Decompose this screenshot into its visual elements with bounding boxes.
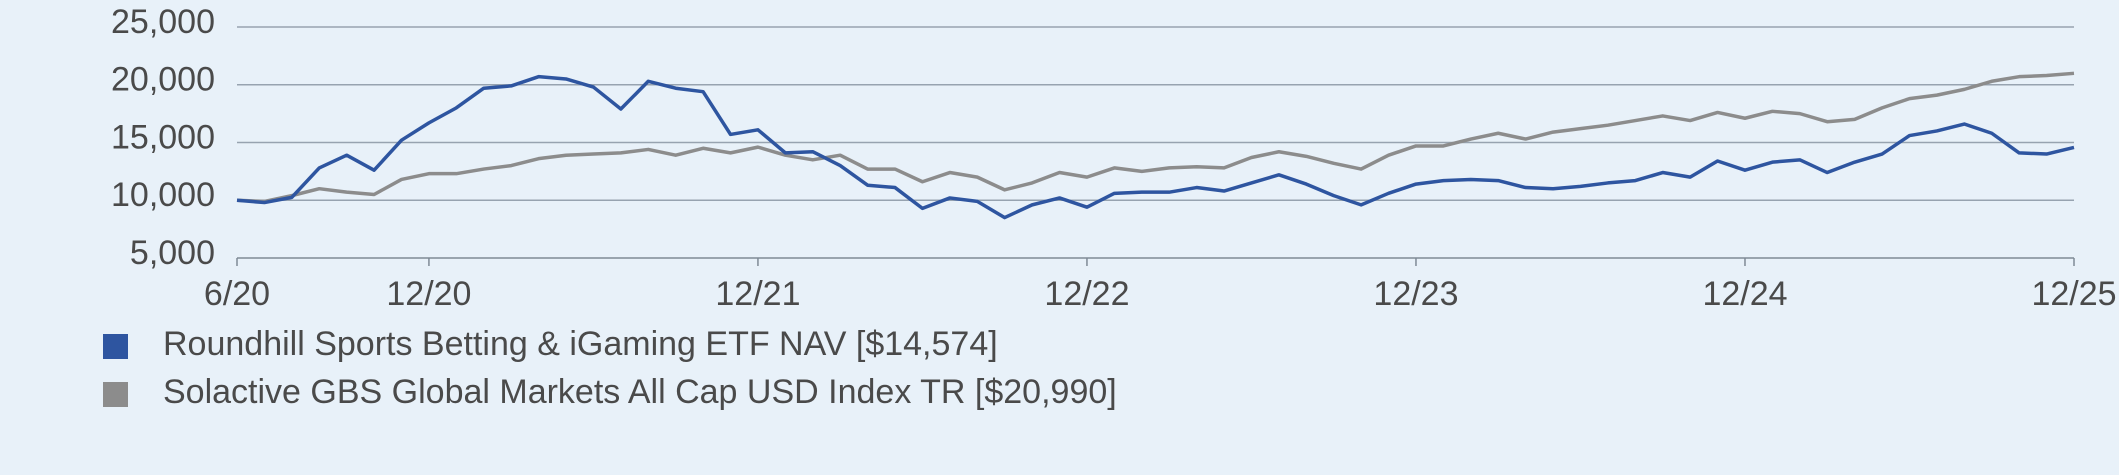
legend-label: Solactive GBS Global Markets All Cap USD… (163, 373, 1117, 411)
legend-swatch (103, 334, 128, 359)
x-tick-label: 12/22 (1044, 275, 1129, 313)
y-tick-label: 20,000 (111, 61, 215, 99)
y-tick-label: 15,000 (111, 118, 215, 156)
y-tick-label: 5,000 (130, 234, 215, 272)
y-tick-label: 25,000 (111, 3, 215, 41)
data-line (236, 71, 2075, 204)
x-tick-label: 12/25 (2031, 275, 2116, 313)
x-tick-label: 12/23 (1373, 275, 1458, 313)
x-tick-label: 6/20 (204, 275, 270, 313)
data-line (236, 74, 2075, 220)
x-tick-label: 12/21 (715, 275, 800, 313)
x-tick-label: 12/24 (1702, 275, 1787, 313)
legend-swatch (103, 382, 128, 407)
y-tick-label: 10,000 (111, 176, 215, 214)
legend-label: Roundhill Sports Betting & iGaming ETF N… (163, 325, 998, 363)
x-tick-label: 12/20 (386, 275, 471, 313)
